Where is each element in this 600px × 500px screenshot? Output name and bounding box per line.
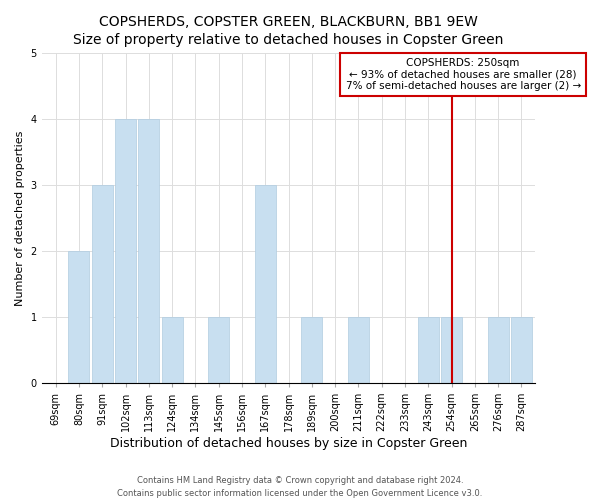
Bar [441, 317, 462, 383]
Bar [301, 317, 322, 383]
X-axis label: Distribution of detached houses by size in Copster Green: Distribution of detached houses by size … [110, 437, 467, 450]
Bar [139, 119, 159, 383]
Bar [418, 317, 439, 383]
Bar [511, 317, 532, 383]
Text: COPSHERDS: 250sqm
← 93% of detached houses are smaller (28)
7% of semi-detached : COPSHERDS: 250sqm ← 93% of detached hous… [346, 58, 581, 91]
Bar [208, 317, 229, 383]
Bar [488, 317, 509, 383]
Bar [348, 317, 369, 383]
Bar [68, 251, 89, 383]
Text: Contains HM Land Registry data © Crown copyright and database right 2024.
Contai: Contains HM Land Registry data © Crown c… [118, 476, 482, 498]
Y-axis label: Number of detached properties: Number of detached properties [15, 130, 25, 306]
Bar [255, 185, 276, 383]
Title: COPSHERDS, COPSTER GREEN, BLACKBURN, BB1 9EW
Size of property relative to detach: COPSHERDS, COPSTER GREEN, BLACKBURN, BB1… [73, 15, 504, 48]
Bar [92, 185, 113, 383]
Bar [161, 317, 182, 383]
Bar [115, 119, 136, 383]
